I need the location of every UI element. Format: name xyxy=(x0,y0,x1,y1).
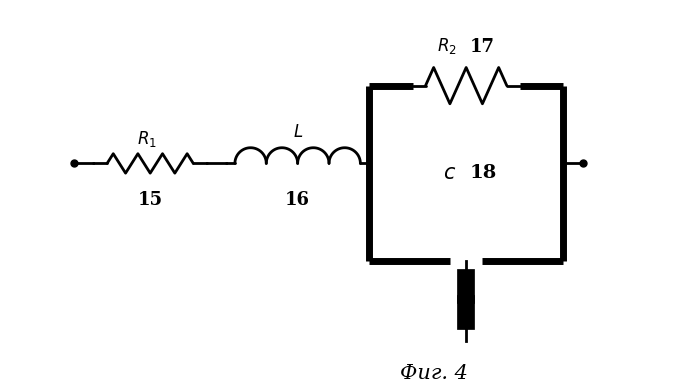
Text: Фиг. 4: Фиг. 4 xyxy=(400,364,468,383)
Text: 16: 16 xyxy=(285,191,310,209)
Text: $R_1$: $R_1$ xyxy=(137,129,157,149)
Text: $c$: $c$ xyxy=(443,164,456,183)
Text: $R_2$: $R_2$ xyxy=(437,36,456,56)
Text: $L$: $L$ xyxy=(292,124,303,141)
Text: 18: 18 xyxy=(470,164,497,182)
Text: 17: 17 xyxy=(470,38,494,56)
Text: 15: 15 xyxy=(138,191,163,209)
